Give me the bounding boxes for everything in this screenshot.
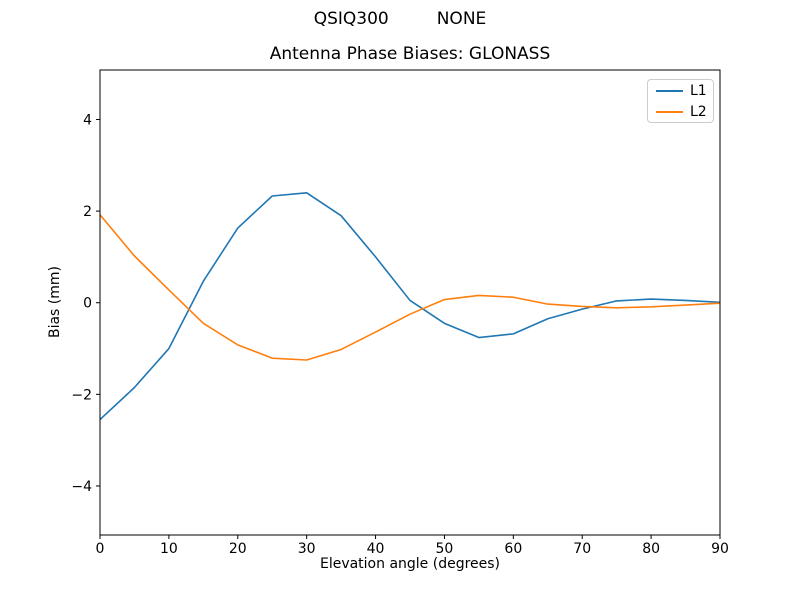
l2-line <box>99 214 721 361</box>
l2-line-sample <box>656 110 683 113</box>
x-tick-label: 90 <box>711 541 729 557</box>
x-tick-label: 10 <box>160 541 178 557</box>
legend-label-l2: L2 <box>690 103 707 120</box>
legend-item-l2: L2 <box>656 105 713 119</box>
figure-title-right: NONE <box>436 9 487 29</box>
y-tick-label: 4 <box>83 112 92 128</box>
x-tick-label: 50 <box>436 541 454 557</box>
legend: L1 L2 <box>647 79 714 123</box>
x-axis-label: Elevation angle (degrees) <box>319 556 501 572</box>
y-tick-label: −2 <box>71 387 92 403</box>
l1-line-sample <box>656 89 683 92</box>
y-tick-label: 2 <box>83 204 92 220</box>
legend-label-l1: L1 <box>690 82 707 99</box>
x-tick-label: 70 <box>573 541 591 557</box>
figure-title-left: QSIQ300 <box>313 9 389 29</box>
x-tick-label: 30 <box>298 541 316 557</box>
x-tick-label: 20 <box>229 541 247 557</box>
legend-item-l1: L1 <box>656 84 713 98</box>
axes-title: Antenna Phase Biases: GLONASS <box>269 44 551 64</box>
x-tick-label: 0 <box>96 541 105 557</box>
x-tick-label: 40 <box>367 541 385 557</box>
plot-frame <box>99 69 721 536</box>
y-tick-label: −4 <box>71 479 92 495</box>
x-tick-label: 60 <box>504 541 522 557</box>
figure-title: QSIQ300 NONE <box>0 9 800 29</box>
x-tick-label: 80 <box>642 541 660 557</box>
y-tick-label: 0 <box>83 296 92 312</box>
l1-line <box>99 191 721 421</box>
